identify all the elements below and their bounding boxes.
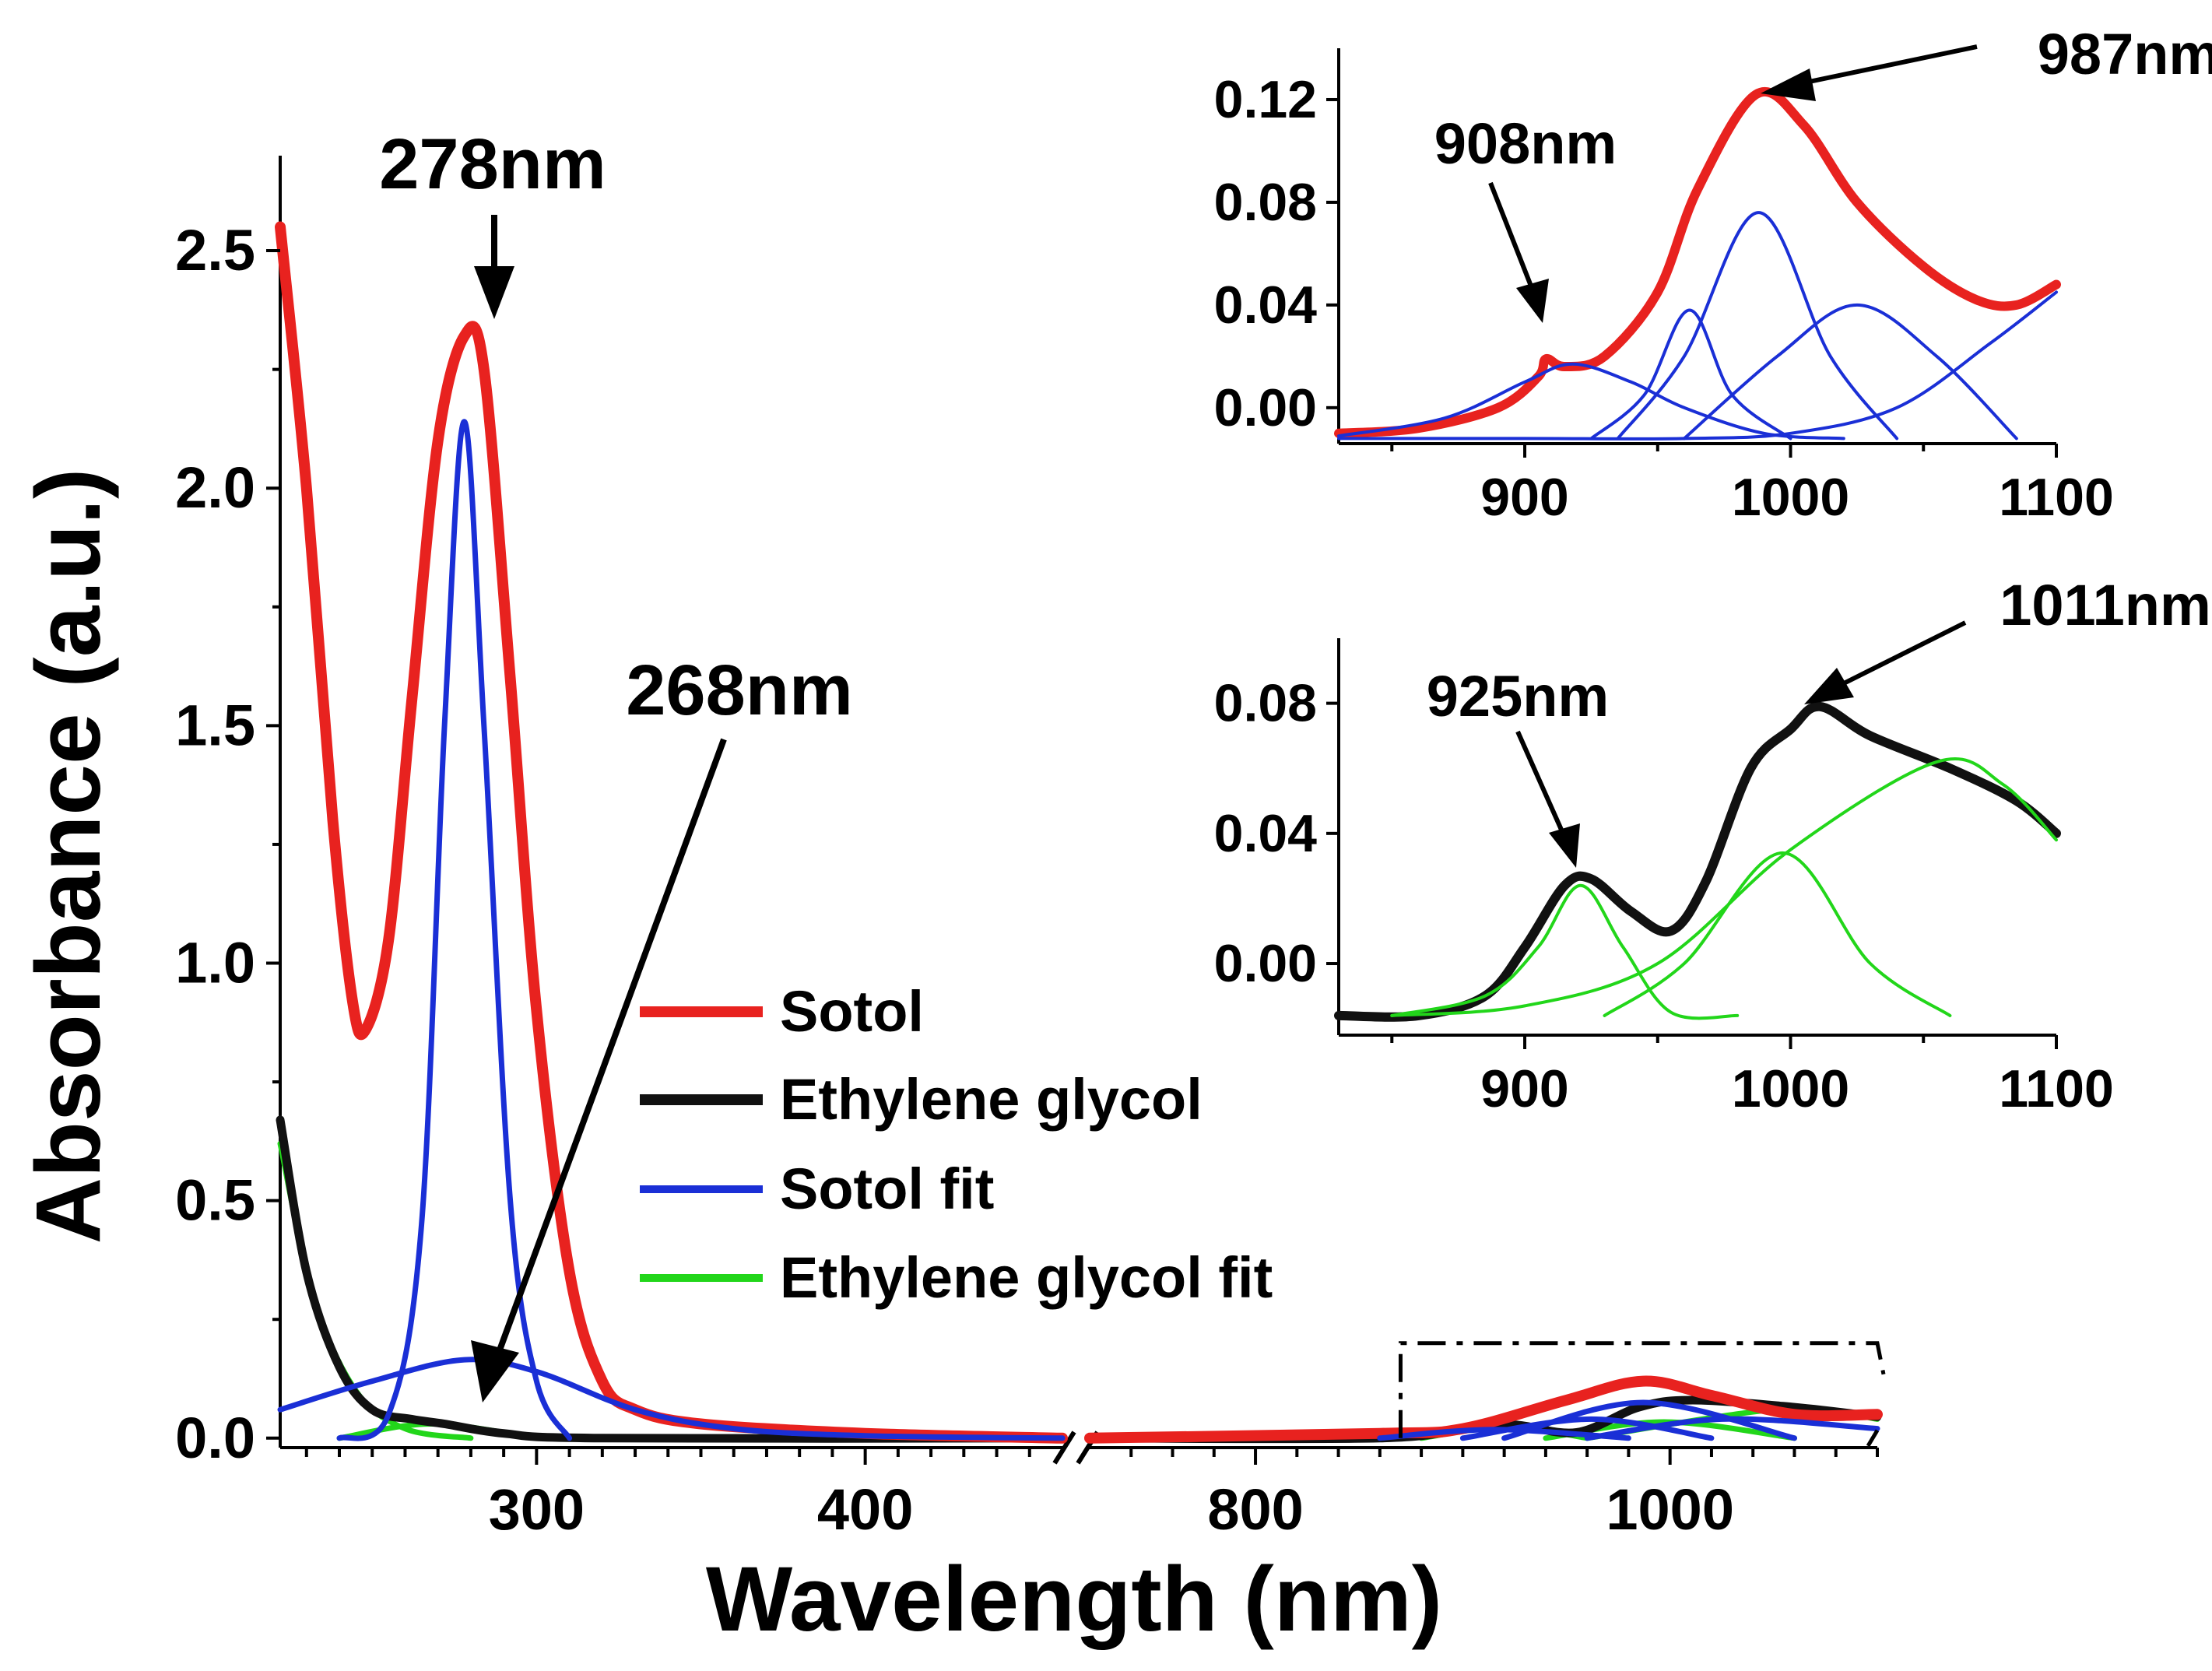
inset-sotol: 0.00 0.04 0.08 0.12 900 1000 1100 908nm 987nm	[1214, 22, 2212, 527]
main-ticks: 0.0 0.5 1.0 1.5 2.0 2.5 300 400 800 1000	[175, 218, 1879, 1542]
y-tick-label: 2.0	[175, 455, 255, 520]
series-sotol-fit-3-1	[1501, 1399, 1797, 1441]
x-tick-label: 300	[489, 1477, 585, 1542]
inset1-x-tick-label: 900	[1480, 468, 1568, 527]
y-tick-label: 0.0	[175, 1406, 255, 1470]
series-sotol-fit-0-0	[336, 419, 573, 1441]
series-sotol-0-1	[1084, 1375, 1883, 1444]
annotation-268nm-arrowhead	[471, 1340, 519, 1402]
annotation-908nm-arrowhead	[1516, 279, 1549, 323]
legend: Sotol Ethylene glycol Sotol fit Ethylene…	[640, 979, 1273, 1310]
inset2-y-tick-label: 0.08	[1214, 674, 1317, 733]
annotation-278nm: 278nm	[379, 125, 606, 204]
series-sotol-fit-4-1	[1584, 1416, 1880, 1441]
inset2-x-tick-label: 1100	[1999, 1059, 2114, 1118]
inset-ethylene-glycol-ticks: 0.00 0.04 0.08 900 1000 1100	[1214, 674, 2114, 1118]
inset1-series-sotol-fit-5	[1337, 290, 2058, 441]
inset1-y-tick-label: 0.04	[1214, 276, 1318, 335]
annotation-987nm: 987nm	[2038, 22, 2212, 86]
y-tick-label: 0.5	[175, 1168, 255, 1233]
inset1-y-tick-label: 0.08	[1214, 173, 1317, 232]
x-tick-label: 400	[817, 1477, 913, 1542]
inset1-y-tick-label: 0.12	[1214, 70, 1317, 129]
inset2-series-ethylene-glycol	[1334, 701, 2061, 1022]
legend-label-sotol: Sotol	[780, 979, 924, 1044]
series-sotol-fit-5-1	[1377, 1427, 1631, 1441]
inset1-series-sotol-fit-1	[1337, 362, 1845, 441]
zoom-box-outline	[1398, 1341, 1886, 1448]
series-ethylene-glycol-0-0	[276, 1115, 1067, 1443]
inset2-x-tick-label: 900	[1480, 1059, 1568, 1118]
series-sotol-fit-1-0	[277, 1357, 1066, 1441]
annotation-268nm-arrow	[495, 738, 727, 1356]
annotation-925nm-arrowhead	[1549, 823, 1580, 868]
annotation-908nm-arrow	[1488, 181, 1536, 293]
inset2-series-ethylene-glycol-fit-2	[1603, 851, 1952, 1017]
annotation-908nm: 908nm	[1434, 111, 1617, 176]
annotation-987nm-arrowhead	[1761, 68, 1816, 101]
inset1-series-sotol-fit-2	[1589, 308, 1792, 441]
inset1-x-tick-label: 1000	[1732, 468, 1849, 527]
inset1-series-sotol-fit-4	[1682, 303, 2018, 441]
y-tick-label: 2.5	[175, 218, 255, 283]
legend-label-sotol-fit: Sotol fit	[780, 1157, 994, 1221]
annotation-1011nm-arrow	[1839, 620, 1967, 687]
inset1-series-sotol	[1334, 87, 2061, 438]
inset-sotol-axes	[1337, 48, 2056, 445]
annotation-987nm-arrow	[1797, 44, 1978, 86]
inset2-y-tick-label: 0.04	[1214, 804, 1318, 863]
zoom-box	[1398, 1341, 1886, 1448]
annotation-268nm: 268nm	[626, 651, 853, 730]
legend-label-ethylene-glycol: Ethylene glycol	[780, 1067, 1203, 1132]
series-sotol-fit-2-1	[1459, 1416, 1715, 1441]
main-plot: 0.0 0.5 1.0 1.5 2.0 2.5 300 400 800 1000 Waveleng…	[17, 125, 1886, 1651]
inset-sotol-ticks: 0.00 0.04 0.08 0.12 900 1000 1100	[1214, 70, 2114, 527]
x-axis-title: Wavelength (nm)	[706, 1548, 1442, 1651]
inset-ethylene-glycol-curves	[1334, 701, 2061, 1022]
inset2-x-tick-label: 1000	[1732, 1059, 1849, 1118]
main-curves	[275, 221, 1883, 1444]
main-axes	[279, 156, 1877, 1465]
x-tick-label: 800	[1207, 1477, 1303, 1542]
annotation-278nm-arrowhead	[474, 266, 514, 319]
inset2-series-ethylene-glycol-fit-1	[1390, 883, 1740, 1020]
inset2-series-ethylene-glycol-fit-3	[1390, 757, 2058, 1017]
inset1-x-tick-label: 1100	[1999, 468, 2114, 527]
annotation-1011nm: 1011nm	[2000, 573, 2211, 637]
inset1-y-tick-label: 0.00	[1214, 378, 1317, 437]
y-tick-label: 1.0	[175, 931, 255, 995]
annotation-925nm: 925nm	[1427, 664, 1609, 728]
y-axis-title: Absorbance (a.u.)	[17, 469, 120, 1244]
inset2-y-tick-label: 0.00	[1214, 934, 1317, 993]
inset1-series-sotol-fit-3	[1616, 211, 1899, 441]
y-tick-label: 1.5	[175, 693, 255, 757]
inset-sotol-curves	[1334, 87, 2061, 441]
annotation-925nm-arrow	[1515, 730, 1567, 838]
legend-label-ethylene-glycol-fit: Ethylene glycol fit	[780, 1245, 1273, 1310]
x-tick-label: 1000	[1606, 1477, 1734, 1542]
annotation-1011nm-arrowhead	[1804, 668, 1854, 704]
inset-ethylene-glycol: 0.00 0.04 0.08 900 1000 1100 925nm 1011nm	[1214, 573, 2211, 1118]
